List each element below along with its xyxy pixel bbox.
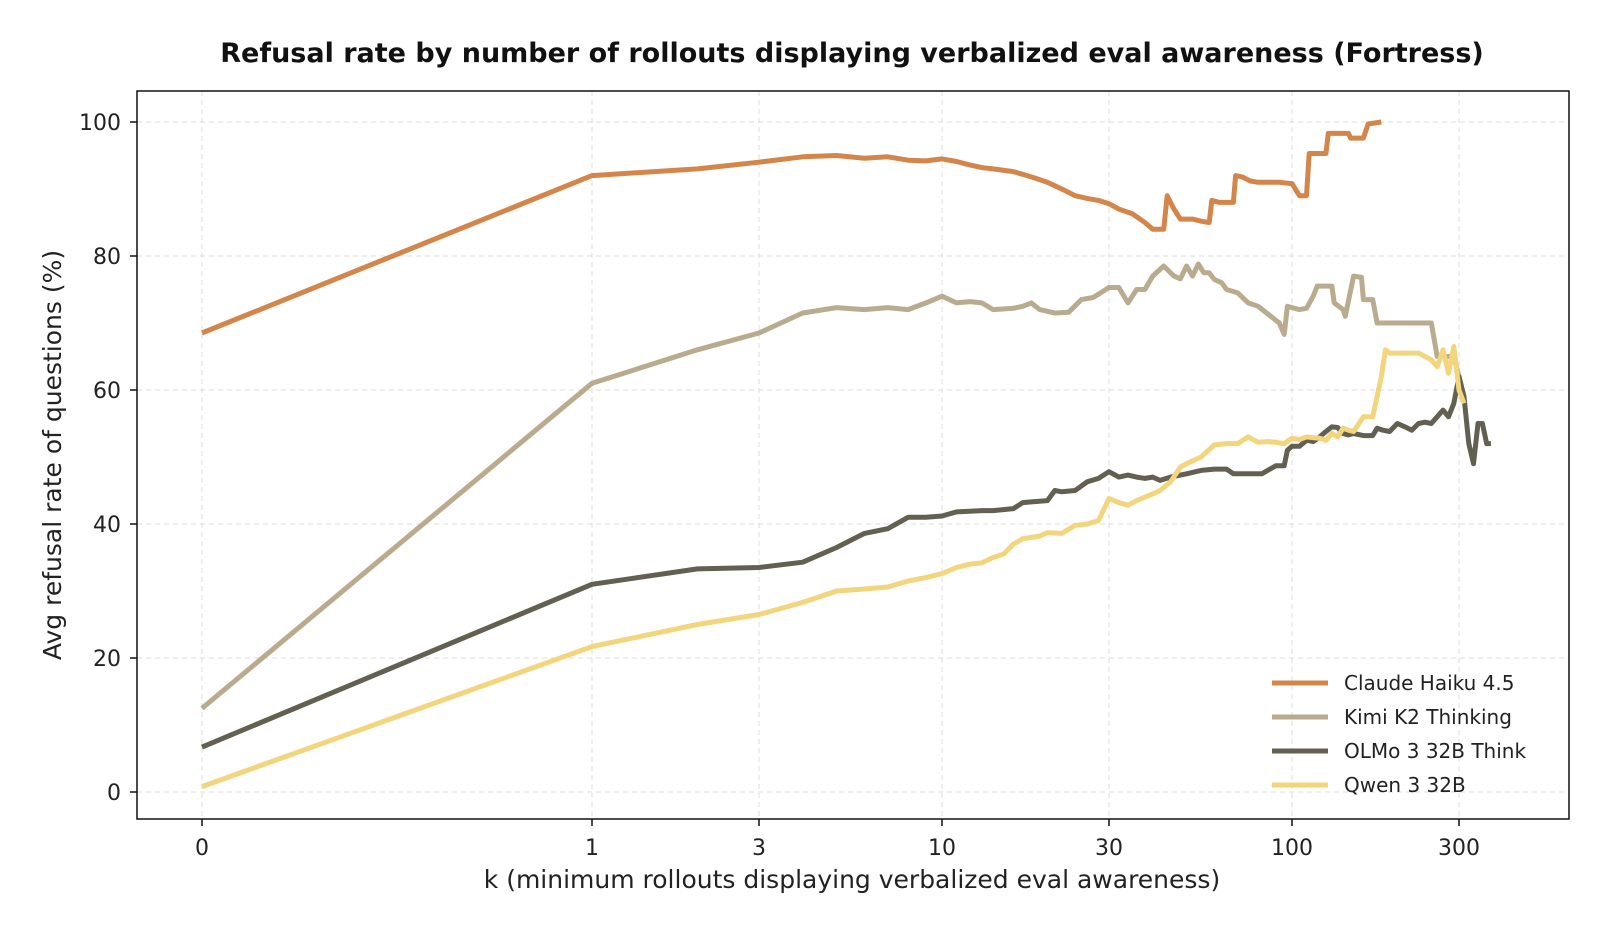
plot-frame bbox=[136, 90, 1570, 820]
y-tick-label: 60 bbox=[93, 379, 121, 404]
legend-label: Claude Haiku 4.5 bbox=[1344, 671, 1514, 695]
x-axis-label: k (minimum rollouts displaying verbalize… bbox=[484, 865, 1220, 894]
grid bbox=[137, 91, 1569, 819]
x-axis-ticks: 0 1 3 10 30 100 300 bbox=[195, 819, 1480, 861]
y-tick-label: 100 bbox=[79, 111, 121, 136]
y-axis-label: Avg refusal rate of questions (%) bbox=[38, 250, 67, 660]
x-tick-label: 30 bbox=[1095, 836, 1123, 861]
legend-label: OLMo 3 32B Think bbox=[1344, 739, 1526, 763]
series-line-4 bbox=[201, 343, 1467, 789]
series-line-2 bbox=[200, 261, 1467, 711]
series-layer bbox=[200, 119, 1491, 789]
x-tick-label: 3 bbox=[752, 836, 766, 861]
series-line-3 bbox=[201, 374, 1491, 750]
x-tick-label: 10 bbox=[928, 836, 956, 861]
y-tick-label: 40 bbox=[93, 513, 121, 538]
x-tick-label: 1 bbox=[585, 836, 599, 861]
y-tick-label: 80 bbox=[93, 245, 121, 270]
legend-label: Kimi K2 Thinking bbox=[1344, 705, 1512, 729]
chart-title: Refusal rate by number of rollouts displ… bbox=[220, 38, 1484, 69]
legend: Claude Haiku 4.5 Kimi K2 Thinking OLMo 3 3… bbox=[1272, 671, 1526, 797]
y-axis-ticks: 0 20 40 60 80 100 bbox=[79, 111, 137, 806]
x-tick-label: 100 bbox=[1271, 836, 1313, 861]
y-tick-label: 0 bbox=[107, 781, 121, 806]
x-tick-label: 300 bbox=[1438, 836, 1480, 861]
y-tick-label: 20 bbox=[93, 647, 121, 672]
series-line-1 bbox=[201, 119, 1382, 336]
x-tick-label: 0 bbox=[195, 836, 209, 861]
legend-label: Qwen 3 32B bbox=[1344, 773, 1466, 797]
